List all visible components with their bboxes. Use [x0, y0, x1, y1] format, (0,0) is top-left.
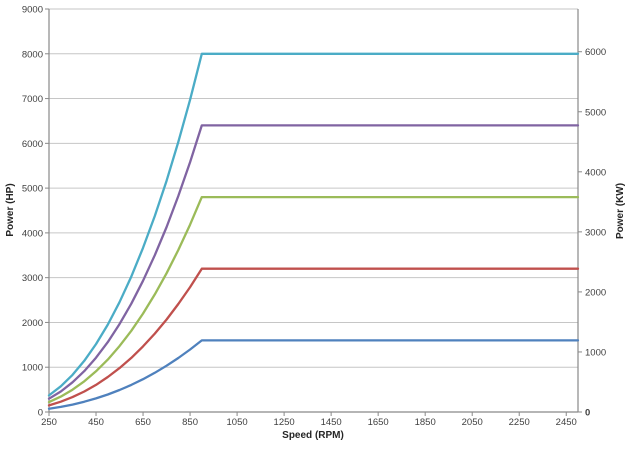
y-left-axis-title: Power (HP)	[5, 183, 16, 236]
y-left-tick-label: 4000	[22, 228, 43, 239]
x-tick-label: 850	[182, 417, 198, 428]
y-left-tick-label: 1000	[22, 363, 43, 374]
series-line-green	[47, 195, 580, 404]
x-axis-title: Speed (RPM)	[282, 430, 344, 441]
series-line-red	[47, 267, 580, 407]
y-right-tick-label: 1000	[585, 347, 606, 358]
gridlines	[49, 8, 578, 368]
x-tick-label: 1050	[227, 417, 248, 428]
y-right-tick-label: 3000	[585, 227, 606, 238]
x-tick-label: 650	[135, 417, 151, 428]
y-right-axis-title: Power (KW)	[615, 183, 626, 239]
x-tick-label: 2250	[509, 417, 530, 428]
x-tick-label: 450	[88, 417, 104, 428]
y-left-tick-label: 8000	[22, 49, 43, 60]
x-tick-label: 250	[41, 417, 57, 428]
x-tick-label: 2050	[462, 417, 483, 428]
series-line-blue	[47, 339, 580, 410]
tick-labels: 0 1000 2000 3000 4000 5000 6000 7000 8000 9000 250…	[22, 5, 606, 429]
series-line-purple	[47, 124, 580, 400]
x-tick-label: 1250	[274, 417, 295, 428]
y-left-tick-label: 3000	[22, 273, 43, 284]
y-right-tick-label: 6000	[585, 47, 606, 58]
y-left-tick-label: 6000	[22, 139, 43, 150]
y-right-tick-label: 2000	[585, 287, 606, 298]
y-left-tick-label: 7000	[22, 94, 43, 105]
x-tick-label: 1450	[321, 417, 342, 428]
series-lines	[47, 52, 580, 410]
x-tick-label: 1650	[368, 417, 389, 428]
y-left-tick-label: 5000	[22, 184, 43, 195]
x-tick-label: 2450	[556, 417, 577, 428]
y-right-tick-label: 0	[585, 408, 590, 419]
y-left-tick-label: 9000	[22, 5, 43, 16]
axes	[45, 8, 582, 416]
y-left-tick-label: 0	[38, 408, 43, 419]
x-tick-label: 1850	[415, 417, 436, 428]
y-right-tick-label: 5000	[585, 107, 606, 118]
y-right-tick-label: 4000	[585, 167, 606, 178]
series-line-teal	[47, 52, 580, 397]
y-left-tick-label: 2000	[22, 318, 43, 329]
